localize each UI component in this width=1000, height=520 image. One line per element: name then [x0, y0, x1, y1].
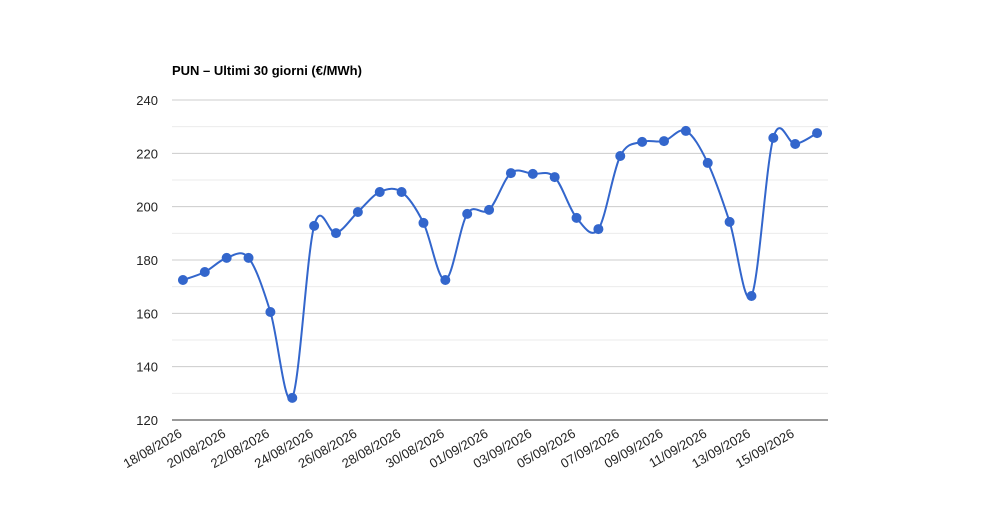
data-point	[593, 224, 604, 235]
data-point	[615, 151, 626, 161]
data-point	[352, 207, 363, 217]
y-tick-label: 160	[136, 306, 158, 321]
data-point	[680, 125, 691, 136]
data-point	[505, 168, 516, 179]
data-point	[768, 132, 779, 143]
series-line	[182, 127, 818, 401]
data-point	[265, 307, 276, 317]
data-point	[177, 275, 188, 285]
data-point	[702, 157, 713, 168]
data-point	[571, 212, 582, 223]
data-point	[331, 228, 341, 239]
data-point	[549, 172, 560, 183]
y-tick-label: 220	[136, 146, 158, 161]
y-tick-label: 180	[136, 253, 158, 268]
data-point	[243, 252, 254, 263]
data-point	[418, 217, 429, 228]
y-tick-label: 200	[136, 200, 158, 215]
data-point	[396, 187, 407, 197]
data-point	[637, 136, 648, 147]
data-point	[440, 275, 451, 285]
data-point	[199, 267, 210, 277]
data-point	[527, 168, 538, 179]
y-tick-label: 240	[136, 93, 158, 108]
data-point	[659, 136, 669, 147]
data-point	[287, 392, 298, 403]
data-point	[812, 128, 823, 139]
data-point	[790, 139, 801, 149]
data-point	[309, 220, 320, 231]
data-point	[462, 208, 473, 219]
data-point	[724, 216, 735, 227]
data-point	[221, 252, 232, 263]
y-tick-label: 140	[136, 360, 158, 375]
chart-title: PUN – Ultimi 30 giorni (€/MWh)	[172, 63, 362, 78]
data-point	[484, 204, 495, 215]
data-point	[746, 291, 757, 301]
y-tick-label: 120	[136, 413, 158, 428]
data-point	[374, 187, 385, 197]
